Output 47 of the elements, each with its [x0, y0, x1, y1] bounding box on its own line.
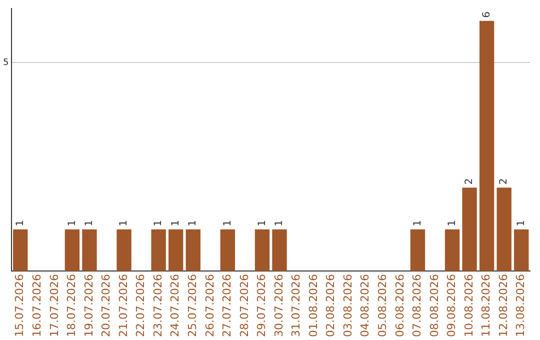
x-tick-label: 23.07.2026 — [151, 274, 164, 338]
data-label: 1 — [412, 220, 424, 226]
x-tick-label: 13.08.2026 — [514, 274, 528, 338]
x-tick-label: 19.07.2026 — [82, 274, 96, 338]
x-tick-label: 04.08.2026 — [358, 274, 372, 338]
x-tick-label: 11.08.2026 — [480, 274, 493, 338]
data-label: 1 — [446, 220, 458, 226]
x-tick-label: 20.07.2026 — [100, 274, 113, 338]
x-tick-label: 26.07.2026 — [203, 274, 216, 338]
x-tick-label: 10.08.2026 — [462, 274, 476, 338]
data-label: 1 — [153, 220, 164, 226]
x-tick-label: 02.08.2026 — [324, 274, 338, 338]
data-label: 1 — [274, 220, 286, 226]
x-tick-label: 01.08.2026 — [306, 274, 320, 338]
x-tick-label: 05.08.2026 — [376, 274, 390, 338]
x-tick-label: 12.08.2026 — [496, 274, 510, 338]
data-label: 2 — [498, 178, 510, 185]
x-tick-label: 29.07.2026 — [255, 274, 268, 338]
x-tick-label: 24.07.2026 — [168, 274, 182, 338]
x-tick-label: 18.07.2026 — [65, 274, 78, 338]
x-tick-label: 28.07.2026 — [238, 274, 251, 338]
x-tick-label: 17.07.2026 — [48, 274, 61, 338]
x-tick-label: 09.08.2026 — [445, 274, 458, 338]
x-tick-label: 31.07.2026 — [290, 274, 303, 338]
y-tick-label: 5 — [2, 58, 9, 68]
x-tick-label: 22.07.2026 — [134, 274, 148, 338]
x-tick-label: 08.08.2026 — [428, 274, 441, 338]
data-label: 2 — [464, 178, 476, 185]
data-label: 1 — [14, 220, 26, 226]
x-tick-label: 06.08.2026 — [393, 274, 406, 338]
data-label: 1 — [84, 220, 96, 226]
x-tick-label: 16.07.2026 — [30, 274, 44, 338]
data-label: 1 — [118, 220, 130, 226]
data-label: 1 — [188, 220, 199, 226]
data-label: 1 — [170, 220, 182, 226]
data-label: 1 — [66, 220, 78, 226]
data-label: 1 — [222, 220, 234, 226]
x-tick-label: 03.08.2026 — [341, 274, 354, 338]
x-tick-label: 07.08.2026 — [410, 274, 424, 338]
data-label: 1 — [516, 220, 527, 226]
x-tick-label: 30.07.2026 — [272, 274, 286, 338]
data-label: 6 — [481, 12, 492, 18]
x-tick-label: 27.07.2026 — [220, 274, 234, 338]
x-tick-label: 21.07.2026 — [116, 274, 130, 338]
data-label: 1 — [256, 220, 268, 226]
x-tick-label: 15.07.2026 — [13, 274, 26, 338]
x-tick-label: 25.07.2026 — [186, 274, 199, 338]
